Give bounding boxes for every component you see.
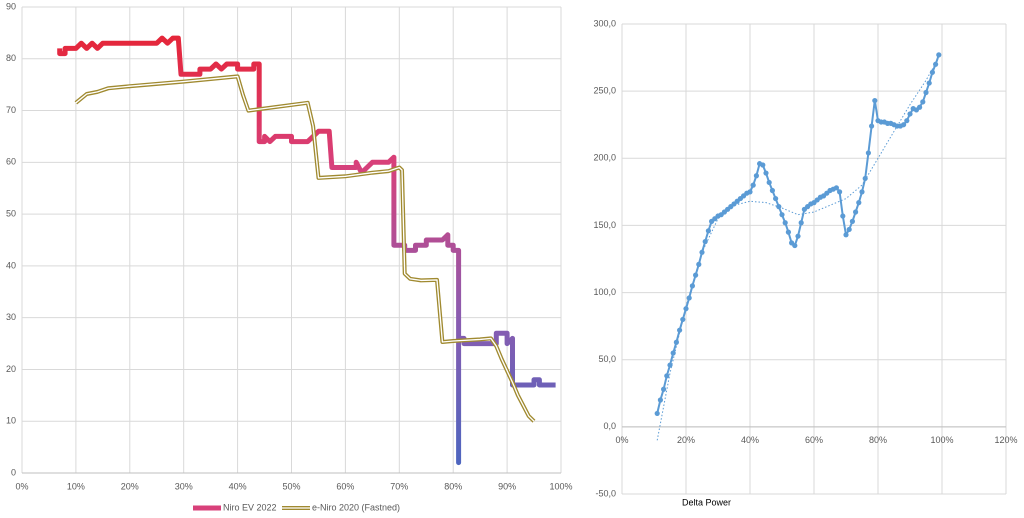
marker: [869, 123, 875, 129]
marker: [747, 189, 753, 195]
marker: [782, 220, 788, 226]
marker: [843, 232, 849, 238]
series-line-inner: [75, 75, 535, 422]
marker: [773, 195, 779, 202]
marker: [654, 410, 660, 417]
y-tick-label: 200,0: [593, 153, 616, 163]
x-tick-label: 60%: [336, 481, 354, 491]
marker: [785, 229, 792, 235]
y-tick-label: 300,0: [593, 18, 616, 28]
marker: [763, 170, 769, 176]
marker: [760, 162, 766, 168]
x-tick-label: 60%: [805, 435, 823, 445]
y-tick-label: 100,0: [593, 287, 616, 297]
marker: [776, 204, 782, 210]
marker: [673, 339, 680, 345]
x-axis-label: Delta Power: [682, 497, 731, 507]
marker: [670, 350, 676, 356]
series-line: [656, 57, 940, 441]
marker: [846, 226, 852, 233]
marker: [779, 212, 785, 218]
y-tick-label: 0,0: [603, 421, 616, 431]
marker: [840, 213, 846, 219]
marker: [795, 233, 801, 239]
y-tick-label: 50: [6, 208, 16, 218]
marker: [769, 187, 776, 194]
marker: [872, 97, 878, 104]
x-tick-label: 30%: [175, 481, 193, 491]
marker: [856, 200, 862, 206]
marker: [693, 272, 699, 278]
marker: [798, 220, 804, 226]
legend-label: Niro EV 2022: [223, 502, 277, 512]
y-tick-label: 150,0: [593, 220, 616, 230]
x-tick-label: 100%: [930, 435, 953, 445]
marker: [920, 99, 926, 105]
x-tick-label: 70%: [390, 481, 408, 491]
marker: [837, 189, 843, 195]
marker: [661, 386, 667, 392]
marker: [667, 362, 673, 368]
y-tick-label: 250,0: [593, 86, 616, 96]
marker: [904, 118, 910, 124]
x-tick-label: 120%: [994, 435, 1017, 445]
y-tick-label: 20: [6, 364, 16, 374]
marker: [833, 185, 840, 191]
marker: [702, 238, 708, 245]
x-tick-label: 40%: [229, 481, 247, 491]
marker: [923, 89, 929, 96]
y-tick-label: 10: [6, 416, 16, 426]
marker: [705, 228, 712, 234]
marker: [917, 104, 923, 110]
y-tick-label: 50,0: [598, 354, 616, 364]
marker: [677, 327, 683, 333]
y-tick-label: 0: [11, 467, 16, 477]
y-tick-label: 80: [6, 53, 16, 63]
marker: [766, 179, 772, 186]
legend-label: e-Niro 2020 (Fastned): [312, 502, 400, 512]
x-tick-label: 100%: [549, 481, 572, 491]
x-tick-label: 80%: [444, 481, 462, 491]
y-tick-label: 40: [6, 260, 16, 270]
marker: [926, 80, 932, 86]
y-tick-label: 30: [6, 312, 16, 322]
marker: [853, 209, 859, 215]
marker: [664, 373, 670, 379]
y-tick-label: -50,0: [595, 488, 616, 498]
x-tick-label: 20%: [677, 435, 695, 445]
marker: [865, 150, 872, 156]
y-tick-label: 70: [6, 105, 16, 115]
marker: [901, 122, 907, 128]
marker: [936, 52, 942, 58]
marker: [929, 69, 936, 75]
marker: [907, 111, 913, 117]
x-tick-label: 0%: [615, 435, 628, 445]
x-tick-label: 0%: [15, 481, 28, 491]
marker: [657, 397, 664, 403]
x-tick-label: 40%: [741, 435, 759, 445]
x-tick-label: 20%: [121, 481, 139, 491]
marker: [792, 242, 798, 249]
marker: [849, 218, 856, 224]
x-tick-label: 50%: [282, 481, 300, 491]
x-tick-label: 90%: [498, 481, 516, 491]
marker: [750, 182, 756, 188]
marker: [753, 173, 760, 179]
marker: [859, 189, 865, 195]
x-tick-label: 80%: [869, 435, 887, 445]
y-tick-label: 90: [6, 1, 16, 11]
x-tick-label: 10%: [67, 481, 85, 491]
y-tick-label: 60: [6, 157, 16, 167]
